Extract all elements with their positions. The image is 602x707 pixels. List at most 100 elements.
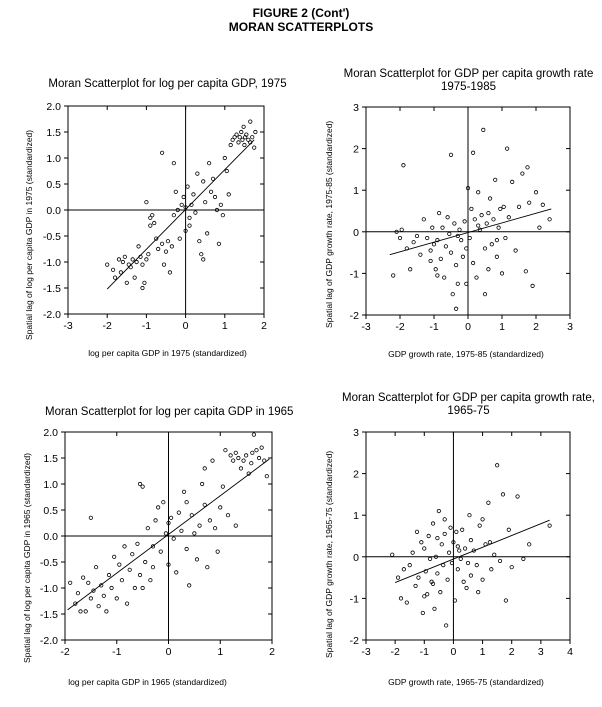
data-point: [236, 455, 241, 461]
data-point: [152, 220, 157, 226]
data-point: [479, 213, 484, 218]
panel-title: Moran Scatterplot for log per capita GDP…: [45, 406, 293, 419]
data-point: [437, 210, 442, 216]
data-point: [547, 523, 552, 528]
data-point: [435, 571, 440, 576]
y-tick-label: 2: [353, 144, 359, 156]
data-point: [184, 500, 189, 505]
data-point: [184, 546, 189, 552]
data-point: [408, 267, 413, 272]
data-point: [132, 275, 137, 280]
data-point: [212, 526, 218, 531]
x-axis-label: log per capita GDP in 1965 (standardized…: [68, 677, 227, 687]
data-point: [118, 270, 124, 275]
y-tick-label: 2: [353, 469, 359, 481]
plot-frame: [365, 431, 571, 641]
data-point: [497, 558, 503, 564]
data-point: [176, 510, 181, 515]
data-point: [205, 565, 210, 570]
data-point: [246, 137, 251, 142]
data-point: [246, 471, 251, 476]
data-point: [163, 249, 169, 254]
x-tick-label: 3: [567, 321, 573, 333]
data-point: [465, 186, 471, 191]
y-tick-label: 1.0: [43, 479, 58, 491]
regression-line: [67, 458, 270, 611]
data-point: [220, 484, 225, 489]
data-point: [499, 271, 505, 276]
data-point: [163, 531, 169, 536]
y-tick-label: -1.0: [40, 583, 58, 595]
y-tick-label: -2.0: [40, 635, 58, 647]
x-tick-label: 1: [217, 646, 223, 658]
data-point: [195, 171, 200, 176]
data-point: [462, 219, 467, 224]
x-axis-label: log per capita GDP in 1975 (standardized…: [88, 348, 247, 358]
x-tick-label: 2: [509, 646, 515, 658]
data-point: [165, 239, 171, 244]
data-point: [486, 210, 491, 216]
data-point: [476, 190, 481, 195]
data-point: [96, 604, 101, 609]
y-tick-label: 2.0: [46, 101, 61, 113]
y-tick-label: -1: [350, 593, 359, 605]
scatter-panel-4: Moran Scatterplot for GDP per capita gro…: [310, 392, 602, 702]
data-point: [137, 481, 143, 487]
panel-title-line: Moran Scatterplot for log per capita GDP…: [48, 78, 287, 90]
data-point: [448, 525, 453, 530]
data-point: [140, 585, 145, 591]
data-point: [68, 580, 73, 585]
data-point: [223, 448, 228, 453]
y-tick-label: 1.5: [43, 453, 58, 465]
data-point: [391, 273, 396, 278]
data-point: [250, 450, 255, 455]
data-point: [159, 150, 165, 155]
data-point: [481, 127, 486, 132]
data-point: [210, 176, 216, 181]
data-point: [199, 252, 204, 257]
x-tick-label: -1: [142, 320, 151, 332]
data-point: [208, 189, 214, 194]
data-point: [159, 241, 165, 246]
data-point: [201, 257, 206, 262]
figure-title: FIGURE 2 (Cont'): [252, 6, 350, 20]
data-point: [506, 527, 511, 532]
data-point: [446, 550, 452, 555]
data-point: [432, 606, 437, 611]
data-point: [411, 240, 416, 245]
data-point: [422, 546, 427, 551]
data-point: [222, 155, 227, 161]
panel-title-line: 1975-1985: [441, 81, 496, 93]
data-point: [451, 540, 456, 545]
data-point: [252, 145, 257, 150]
data-point: [130, 552, 135, 557]
data-point: [167, 270, 173, 275]
data-point: [158, 549, 163, 554]
data-point: [239, 129, 244, 135]
data-point: [489, 242, 494, 247]
x-tick-label: -2: [103, 320, 112, 332]
data-point: [259, 445, 264, 450]
data-point: [161, 262, 167, 267]
data-point: [472, 217, 477, 222]
data-point: [480, 577, 485, 582]
data-point: [455, 233, 460, 239]
data-point: [474, 563, 479, 568]
data-point: [140, 484, 145, 489]
data-point: [428, 248, 433, 253]
y-tick-label: 3: [353, 102, 359, 114]
data-point: [192, 531, 197, 536]
data-point: [404, 246, 409, 251]
data-point: [161, 500, 166, 505]
data-point: [419, 540, 424, 545]
x-tick-label: 1: [499, 321, 505, 333]
data-point: [435, 535, 440, 541]
data-point: [256, 455, 262, 461]
data-point: [88, 596, 93, 601]
data-point: [135, 541, 140, 546]
x-tick-label: 0: [166, 646, 172, 658]
y-tick-label: 3: [353, 427, 359, 439]
x-tick-label: 0: [451, 646, 457, 658]
data-point: [86, 580, 91, 585]
data-point: [119, 578, 125, 583]
